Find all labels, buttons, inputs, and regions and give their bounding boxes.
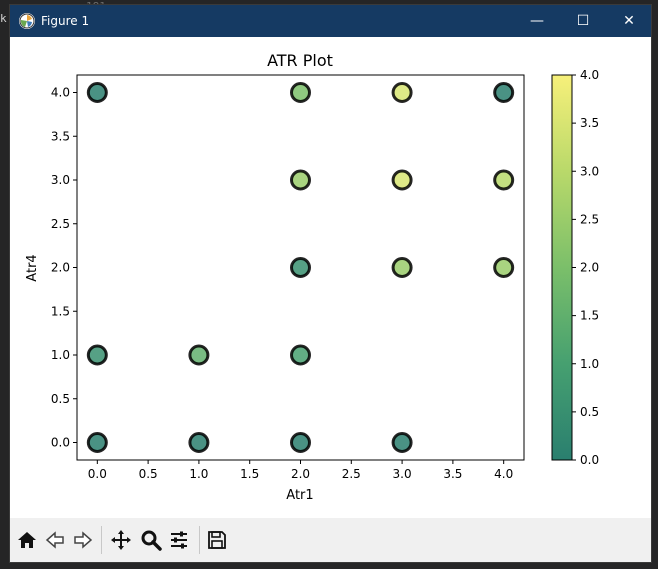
y-tick-label: 1.0	[51, 348, 70, 362]
scatter-chart: ATR Plot 0.0 0.5 1.0 1.5 2.0 2.5 3.0 3.5 4.0 0.0…	[25, 51, 599, 503]
scatter-point	[86, 432, 108, 453]
maximize-icon: ☐	[576, 13, 590, 29]
close-icon: ✕	[623, 13, 635, 29]
y-tick-label: 0.0	[51, 436, 70, 450]
scatter-point	[290, 432, 311, 453]
title-bar[interactable]: Figure 1 — ☐ ✕	[10, 5, 651, 37]
colorbar-tick-label: 3.5	[580, 116, 599, 130]
figure-window: Figure 1 — ☐ ✕ ATR Plot 0.0 0.5 1.0 1.5 2.0 2…	[10, 5, 651, 562]
scatter-point	[86, 344, 108, 366]
x-tick-label: 2.0	[291, 467, 310, 481]
x-axis-ticks: 0.0 0.5 1.0 1.5 2.0 2.5 3.0 3.5 4.0	[88, 460, 513, 481]
minimize-button[interactable]: —	[514, 5, 560, 37]
matplotlib-logo-icon	[19, 13, 35, 29]
colorbar-ticks: 0.0 0.5 1.0 1.5 2.0 2.5 3.0 3.5 4.0	[572, 68, 599, 467]
scatter-point	[391, 257, 413, 278]
colorbar-tick-label: 2.0	[580, 261, 599, 275]
minimize-icon: —	[530, 13, 544, 29]
colorbar-tick-label: 1.0	[580, 357, 599, 371]
y-tick-label: 3.5	[51, 129, 70, 143]
x-tick-label: 1.0	[189, 467, 208, 481]
x-tick-label: 4.0	[494, 467, 513, 481]
toolbar-separator	[101, 526, 102, 554]
x-tick-label: 2.5	[342, 467, 361, 481]
maximize-button[interactable]: ☐	[560, 5, 606, 37]
y-axis-label: Atr4	[25, 254, 40, 281]
y-tick-label: 3.0	[51, 173, 70, 187]
x-tick-label: 3.5	[443, 467, 462, 481]
forward-icon[interactable]	[71, 528, 95, 552]
home-icon[interactable]	[15, 528, 39, 552]
scatter-point	[493, 82, 515, 103]
y-tick-label: 2.0	[51, 261, 70, 275]
x-tick-label: 3.0	[393, 467, 412, 481]
scatter-point	[290, 169, 311, 191]
chart-title: ATR Plot	[267, 51, 333, 70]
y-tick-label: 2.5	[51, 217, 70, 231]
navigation-toolbar	[10, 518, 651, 562]
y-tick-label: 4.0	[51, 86, 70, 100]
scatter-point	[86, 82, 108, 103]
scatter-point	[290, 344, 311, 366]
window-title: Figure 1	[41, 14, 90, 28]
colorbar-tick-label: 1.5	[580, 309, 599, 323]
scatter-points	[86, 82, 515, 453]
scatter-point	[290, 82, 311, 103]
scatter-point	[493, 169, 515, 191]
scatter-point	[188, 432, 210, 453]
y-tick-label: 1.5	[51, 304, 70, 318]
save-icon[interactable]	[205, 528, 229, 552]
figure-canvas[interactable]: ATR Plot 0.0 0.5 1.0 1.5 2.0 2.5 3.0 3.5 4.0 0.0…	[10, 37, 651, 518]
y-axis-ticks: 0.0 0.5 1.0 1.5 2.0 2.5 3.0 3.5 4.0	[51, 86, 77, 450]
scatter-point	[391, 169, 413, 191]
scatter-point	[493, 257, 515, 278]
colorbar-tick-label: 0.0	[580, 453, 599, 467]
colorbar-tick-label: 4.0	[580, 68, 599, 82]
close-button[interactable]: ✕	[606, 5, 652, 37]
background-code-fragment: k.	[0, 12, 14, 25]
colorbar-tick-label: 0.5	[580, 405, 599, 419]
y-tick-label: 0.5	[51, 392, 70, 406]
pan-icon[interactable]	[109, 528, 133, 552]
colorbar-tick-label: 3.0	[580, 164, 599, 178]
x-tick-label: 0.5	[139, 467, 158, 481]
configure-subplots-icon[interactable]	[167, 528, 191, 552]
scatter-point	[290, 257, 311, 278]
zoom-icon[interactable]	[139, 528, 163, 552]
toolbar-separator	[199, 526, 200, 554]
x-axis-label: Atr1	[286, 488, 313, 503]
scatter-point	[391, 82, 413, 103]
colorbar-tick-label: 2.5	[580, 212, 599, 226]
x-tick-label: 0.0	[88, 467, 107, 481]
scatter-point	[188, 344, 210, 366]
x-tick-label: 1.5	[240, 467, 259, 481]
colorbar	[551, 74, 573, 461]
scatter-point	[391, 432, 413, 453]
back-icon[interactable]	[43, 528, 67, 552]
